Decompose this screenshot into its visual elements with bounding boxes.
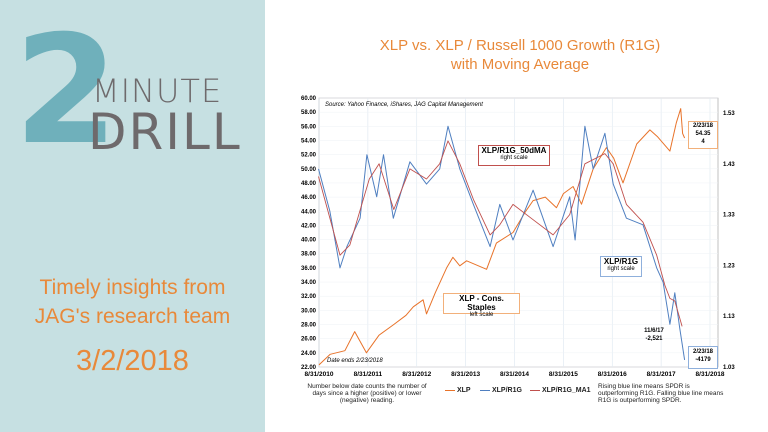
x-tick-label: 8/31/2013 xyxy=(451,371,480,378)
left-tick-label: 56.00 xyxy=(301,124,317,130)
chart-title-line-1: XLP vs. XLP / Russell 1000 Growth (R1G) xyxy=(379,37,661,54)
xlp-label: XLP - Cons. Staples xyxy=(459,294,504,312)
latest-xlp-days: 4 xyxy=(701,139,705,145)
legend-xlp: XLP xyxy=(445,387,471,394)
ma-label-box: XLP/R1G_50dMA right scale xyxy=(478,145,550,166)
x-tick-label: 8/31/2017 xyxy=(647,371,676,378)
right-tick-label: 1.03 xyxy=(723,365,735,371)
ma-line xyxy=(318,140,683,327)
tagline-line-2: JAG's research team xyxy=(34,305,231,328)
legend-ma: XLP/R1G_MA1 xyxy=(530,387,591,394)
right-tick-label: 1.53 xyxy=(723,111,735,117)
ratio-label: XLP/R1G xyxy=(603,257,639,266)
left-tick-label: 50.00 xyxy=(301,167,317,173)
big-number-2: 2 xyxy=(14,4,119,178)
x-tick-label: 8/31/2016 xyxy=(598,371,627,378)
low-point-days: -2,521 xyxy=(645,336,663,342)
left-tick-label: 60.00 xyxy=(301,96,317,102)
legend-xlp-label: XLP xyxy=(456,387,471,394)
left-tick-label: 44.00 xyxy=(301,209,317,215)
left-tick-label: 36.00 xyxy=(301,266,317,272)
x-tick-label: 8/31/2018 xyxy=(696,371,725,378)
left-tick-label: 38.00 xyxy=(301,252,317,258)
left-tick-label: 42.00 xyxy=(301,223,317,229)
latest-ratio-days: -4179 xyxy=(695,357,711,363)
left-tick-label: 22.00 xyxy=(301,365,317,371)
brand-word-drill: DRILL xyxy=(88,103,242,161)
chart-title-line-2: with Moving Average xyxy=(450,56,590,73)
x-tick-label: 8/31/2010 xyxy=(305,371,334,378)
left-tick-label: 48.00 xyxy=(301,181,317,187)
x-tick-label: 8/31/2015 xyxy=(549,371,578,378)
legend-ma-label: XLP/R1G_MA1 xyxy=(541,387,591,394)
ratio-label-box: XLP/R1G right scale xyxy=(600,256,642,277)
left-tick-label: 30.00 xyxy=(301,308,317,314)
left-tick-label: 54.00 xyxy=(301,138,317,144)
left-tick-label: 28.00 xyxy=(301,323,317,329)
left-tick-label: 58.00 xyxy=(301,110,317,116)
legend-ratio: XLP/R1G xyxy=(480,387,522,394)
right-tick-label: 1.23 xyxy=(723,263,735,269)
ma-label: XLP/R1G_50dMA xyxy=(481,146,547,155)
latest-xlp-box: 2/23/18 54.35 4 xyxy=(688,121,718,149)
left-tick-label: 40.00 xyxy=(301,238,317,244)
legend-ratio-label: XLP/R1G xyxy=(491,387,522,394)
tagline-line-1: Timely insights from xyxy=(39,276,226,299)
interpretation-note: Rising blue line means SPDR is outperfor… xyxy=(598,383,724,404)
x-tick-label: 8/31/2011 xyxy=(354,371,383,378)
left-tick-label: 26.00 xyxy=(301,337,317,343)
ma-label-scale: right scale xyxy=(500,155,528,161)
chart-title: XLP vs. XLP / Russell 1000 Growth (R1G) … xyxy=(280,36,760,74)
left-tick-label: 24.00 xyxy=(301,351,317,357)
left-tick-label: 46.00 xyxy=(301,195,317,201)
x-tick-label: 8/31/2012 xyxy=(402,371,431,378)
latest-ratio-date: 2/23/18 xyxy=(692,349,714,355)
source-note: Source: Yahoo Finance, iShares, JAG Capi… xyxy=(325,102,483,108)
xlp-line xyxy=(318,108,686,366)
left-tick-label: 32.00 xyxy=(301,294,317,300)
right-tick-label: 1.33 xyxy=(723,213,735,219)
date-ends-note: Date ends 2/23/2018 xyxy=(327,358,383,364)
chart-canvas: 8/31/2010 8/31/2011 8/31/2012 8/31/2013 8/31… xyxy=(301,96,735,378)
slide-date: 3/2/2018 xyxy=(76,345,189,377)
low-point-date: 11/6/17 xyxy=(644,328,664,334)
days-count-note: Number below date counts the number of d… xyxy=(307,383,427,404)
right-tick-label: 1.13 xyxy=(723,314,735,320)
left-tick-label: 34.00 xyxy=(301,280,317,286)
latest-xlp-date: 2/23/18 xyxy=(692,123,714,129)
xlp-label-box: XLP - Cons. Staples left scale xyxy=(443,293,520,318)
brand-word-minute: MINUTE xyxy=(92,72,223,110)
xlp-label-scale: left scale xyxy=(469,312,494,318)
x-tick-label: 8/31/2014 xyxy=(500,371,529,378)
right-tick-label: 1.43 xyxy=(723,162,735,168)
low-point-label: 11/6/17 -2,521 xyxy=(642,327,666,343)
ratio-label-scale: right scale xyxy=(607,266,635,272)
latest-ratio-box: 2/23/18 -4179 xyxy=(688,346,718,369)
latest-xlp-value: 54.35 xyxy=(695,131,711,137)
left-tick-label: 52.00 xyxy=(301,153,317,159)
slide-brand-panel: 2 MINUTE DRILL Timely insights from JAG'… xyxy=(0,0,265,432)
